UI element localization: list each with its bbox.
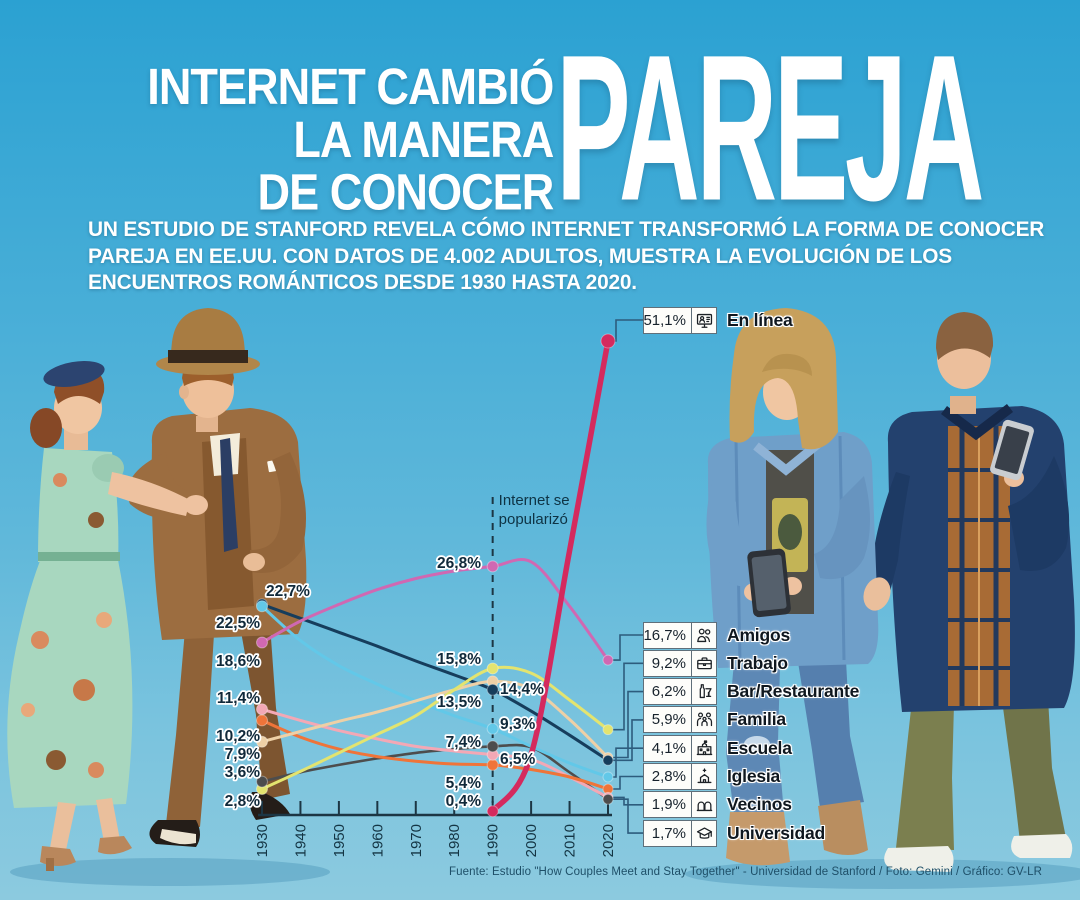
vintage-woman: [7, 361, 208, 871]
data-point-familia-1990: [486, 683, 499, 696]
series-lines: [260, 338, 611, 815]
data-point-bar-restaurante-1930: [256, 735, 268, 748]
connector-line: [608, 747, 643, 778]
value-label-amigos-1990: 26,8%: [437, 555, 481, 572]
value-label-escuela-1930: 22,5%: [216, 615, 260, 632]
series-dots: [256, 333, 616, 818]
value-label-familia-1990: 13,5%: [437, 694, 481, 711]
value-label-vecinos-1930: 11,4%: [217, 690, 260, 707]
x-tick-label: 1990: [485, 824, 502, 857]
annotation-text: popularizó: [499, 511, 568, 528]
data-point-en-linea-2020: [600, 333, 616, 349]
data-point-escuela-1930: [256, 600, 268, 613]
value-label-vecinos-1990: 6,5%: [500, 751, 536, 768]
series-line-bar-restaurante: [260, 679, 610, 759]
connector-line: [608, 798, 643, 834]
subtitle: UN ESTUDIO DE STANFORD REVELA CÓMO INTER…: [88, 216, 1044, 296]
data-point-en-linea-1990: [486, 805, 499, 818]
x-tick-label: 1970: [408, 824, 425, 857]
series-line-trabajo: [260, 665, 610, 791]
woman-smartphone: [747, 548, 791, 618]
data-point-universidad-1930: [256, 775, 268, 788]
value-label-trabajo-1930: 2,8%: [225, 793, 261, 810]
connector-line: [608, 662, 643, 731]
modern-couple-illustration: [685, 308, 1080, 889]
value-label-universidad-1930: 3,6%: [225, 764, 261, 781]
annotation-text: Internet se: [499, 492, 570, 509]
x-tick-label: 2010: [562, 824, 579, 857]
data-point-escuela-1990: [486, 722, 499, 735]
data-point-amigos-1930: [256, 636, 268, 649]
data-point-trabajo-1990: [486, 662, 499, 675]
connector-line: [608, 690, 643, 759]
x-tick-label: 1980: [446, 824, 463, 857]
value-label-amigos-1930: 18,6%: [216, 653, 260, 670]
connector-line: [608, 775, 643, 790]
data-point-iglesia-1990: [486, 758, 499, 771]
source-credit: Fuente: Estudio "How Couples Meet and St…: [449, 866, 1042, 878]
subtitle-line: UN ESTUDIO DE STANFORD REVELA CÓMO INTER…: [88, 217, 1045, 241]
value-label-universidad-1990: 7,4%: [446, 734, 482, 751]
data-point-familia-2020: [602, 754, 614, 766]
data-point-universidad-1990: [486, 740, 499, 753]
modern-woman: [706, 308, 879, 866]
vintage-couple-illustration: [7, 308, 330, 886]
connector-line: [608, 719, 643, 762]
series-line-universidad: [260, 743, 610, 801]
fascinator-hat: [43, 361, 105, 387]
title-line: INTERNET CAMBIÓ: [146, 57, 554, 115]
series-line-en-linea: [489, 338, 611, 815]
value-label-trabajo-1990: 15,8%: [437, 651, 481, 668]
data-point-universidad-2020: [602, 793, 614, 805]
legend-connectors: [608, 319, 643, 834]
value-label-familia-1930: 22,7%: [266, 583, 310, 600]
series-line-escuela: [260, 604, 610, 779]
series-line-amigos: [260, 557, 610, 662]
value-label-bar-restaurante-1930: 7,9%: [225, 746, 261, 763]
x-tick-label: 2000: [523, 824, 540, 857]
page-title: INTERNET CAMBIÓ LA MANERA DE CONOCER: [146, 57, 554, 221]
subtitle-line: ENCUENTROS ROMÁNTICOS DESDE 1930 HASTA 2…: [88, 270, 637, 294]
data-point-vecinos-1930: [256, 703, 268, 716]
series-line-familia: [260, 602, 610, 762]
x-axis: 1930 1940 1950 1960 1970 1980 1990 2000 2010 2020: [254, 801, 617, 857]
connector-line: [608, 634, 643, 661]
x-tick-label: 1930: [254, 824, 271, 857]
data-point-iglesia-1930: [256, 714, 268, 727]
x-tick-label: 1940: [292, 824, 309, 857]
value-label-escuela-1990: 9,3%: [500, 716, 536, 733]
value-label-iglesia-1990: 5,4%: [446, 775, 482, 792]
title-line: DE CONOCER: [257, 163, 554, 221]
title-line: LA MANERA: [293, 110, 554, 168]
internet-annotation: Internet se popularizó: [491, 492, 570, 812]
value-label-en-linea-1990: 0,4%: [446, 793, 482, 810]
joined-hands: [863, 577, 891, 611]
data-point-amigos-2020: [602, 654, 614, 666]
man-smartphone: [990, 419, 1034, 481]
data-point-trabajo-2020: [602, 724, 614, 736]
series-line-iglesia: [260, 718, 610, 791]
value-label-bar-restaurante-1990: 14,4%: [500, 681, 544, 698]
value-label-iglesia-1930: 10,2%: [216, 728, 260, 745]
joined-hands: [184, 495, 208, 515]
modern-man: [866, 312, 1075, 872]
title-highlight: PAREJA: [556, 11, 985, 244]
connector-line: [608, 796, 643, 806]
subtitle-line: PAREJA EN EE.UU. CON DATOS DE 4.002 ADUL…: [88, 243, 952, 268]
data-point-escuela-2020: [602, 771, 614, 783]
x-tick-label: 2020: [600, 824, 617, 857]
series-line-vecinos: [260, 707, 610, 799]
value-labels: 0,4% 18,6% 26,8% 2,8% 15,8% 7,9% 14,4% 22,7% 13,…: [214, 553, 546, 812]
x-tick-label: 1950: [331, 824, 348, 857]
x-tick-label: 1960: [369, 824, 386, 857]
data-point-amigos-1990: [486, 560, 499, 573]
